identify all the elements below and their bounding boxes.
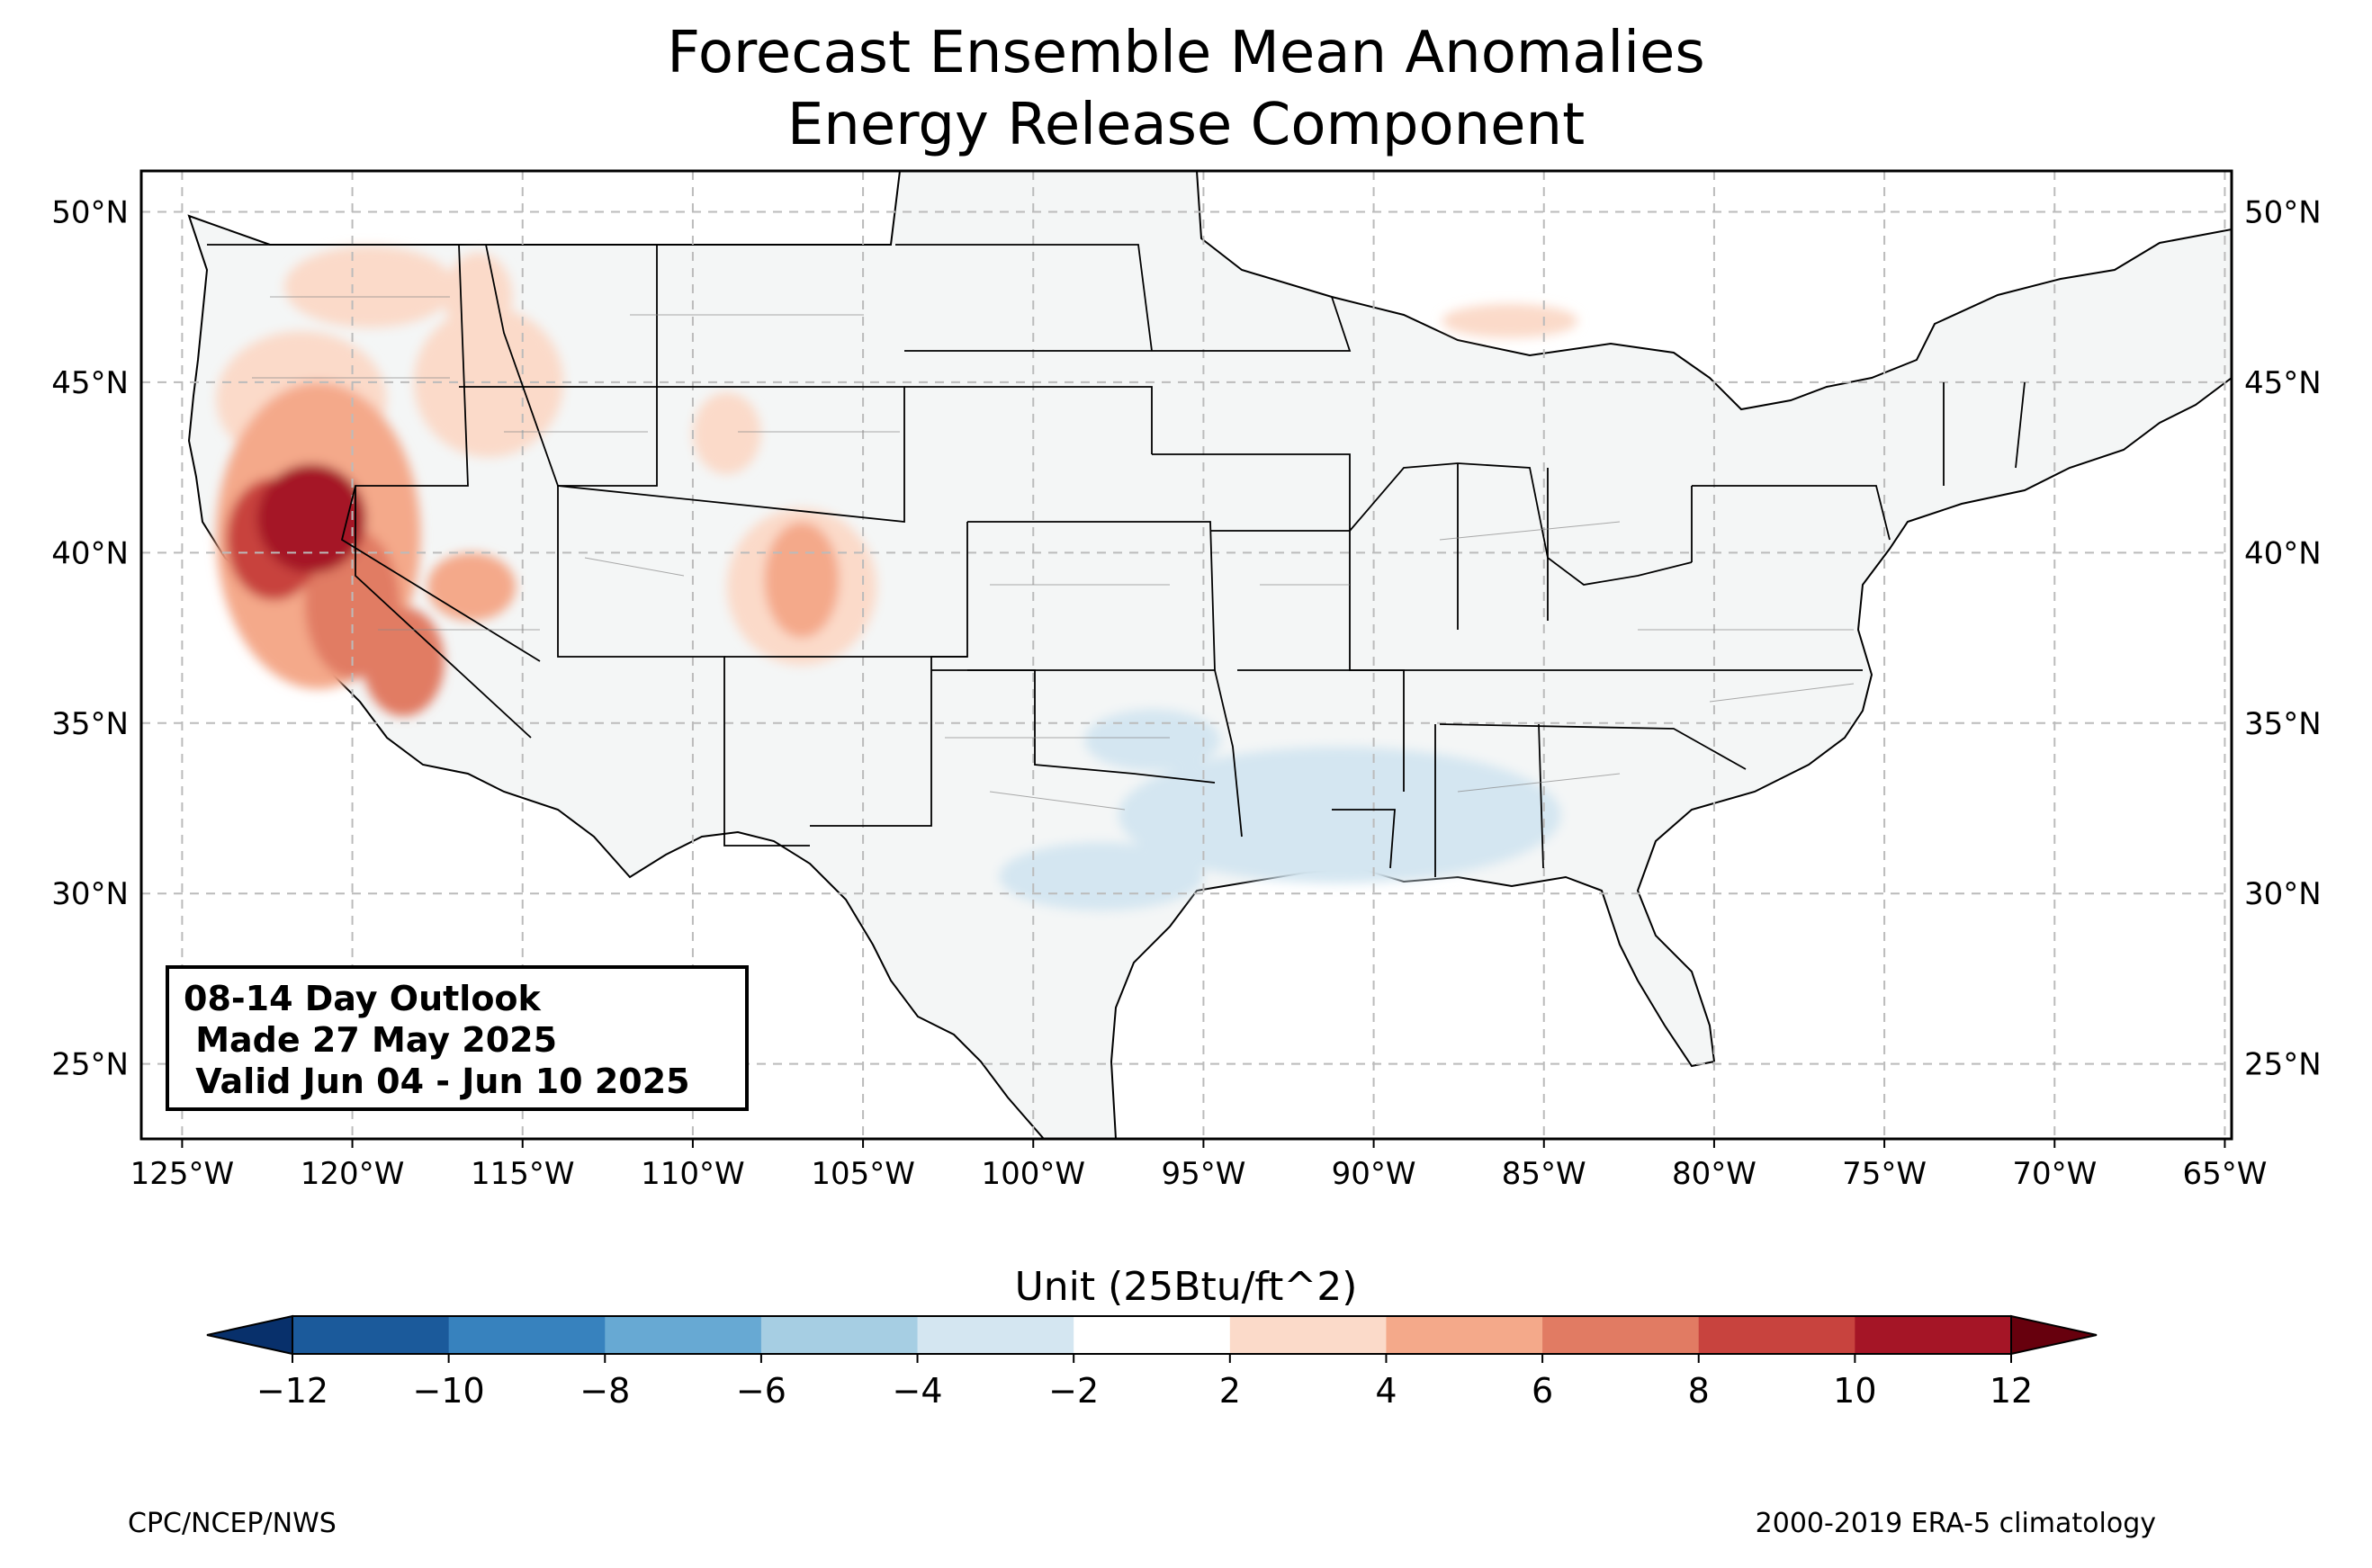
lat-tick-label-right: 35°N [2244, 706, 2322, 742]
colorbar-segment [1542, 1316, 1700, 1354]
lat-tick-label-left: 40°N [51, 535, 129, 571]
colorbar-tick-label: 4 [1375, 1371, 1397, 1411]
outlook-info-box: 08-14 Day Outlook Made 27 May 2025 Valid… [166, 965, 749, 1111]
colorbar-tick-label: 8 [1688, 1371, 1710, 1411]
lon-tick-label: 115°W [471, 1156, 575, 1192]
colorbar-extend-high [2010, 1314, 2098, 1356]
footer-source: CPC/NCEP/NWS [128, 1508, 337, 1539]
colorbar-segment [1698, 1316, 1855, 1354]
footer-climatology: 2000-2019 ERA-5 climatology [1755, 1508, 2156, 1539]
colorbar-segment [917, 1316, 1074, 1354]
lat-tick-label-right: 45°N [2244, 365, 2322, 401]
colorbar-segment [760, 1316, 919, 1354]
colorbar-frame [292, 1315, 2012, 1355]
colorbar-tick-label: −8 [580, 1371, 630, 1411]
colorbar-tick-label: 6 [1532, 1371, 1553, 1411]
colorbar-segment [1074, 1316, 1231, 1354]
anomaly-fill-layer [216, 246, 1578, 911]
colorbar-segment [292, 1316, 450, 1354]
lon-tick-label: 125°W [130, 1156, 235, 1192]
colorbar-extend-low [206, 1314, 293, 1356]
colorbar-tick-label: 12 [1990, 1371, 2033, 1411]
anomaly-region-michigan-upper [1442, 303, 1578, 338]
lon-tick-label: 110°W [641, 1156, 745, 1192]
outlook-made-date: Made 27 May 2025 [184, 1020, 558, 1060]
state-boundaries [207, 244, 2026, 877]
anomaly-region-colorado-west [764, 522, 840, 639]
lat-tick-label-left: 50°N [51, 194, 129, 230]
colorbar-tick-label: −6 [736, 1371, 786, 1411]
colorbar-tick-label: −2 [1048, 1371, 1099, 1411]
colorbar-tick-label: 2 [1219, 1371, 1241, 1411]
lon-tick-label: 75°W [1842, 1156, 1927, 1192]
lat-tick-label-left: 25°N [51, 1047, 129, 1083]
lon-tick-label: 120°W [301, 1156, 405, 1192]
map-frame [139, 169, 2233, 1141]
lat-tick-label-left: 35°N [51, 706, 129, 742]
colorbar-tick-label: −10 [413, 1371, 485, 1411]
lon-tick-label: 105°W [811, 1156, 915, 1192]
colorbar-tick-label: 10 [1833, 1371, 1876, 1411]
lon-tick-label: 100°W [981, 1156, 1085, 1192]
lon-tick-label: 65°W [2182, 1156, 2267, 1192]
county-lines [252, 296, 1855, 811]
anomaly-region-oklahoma-south [1083, 709, 1221, 771]
anomaly-region-texas-south [999, 842, 1204, 911]
colorbar-label: Unit (25Btu/ft^2) [1014, 1264, 1358, 1310]
lat-tick-label-right: 40°N [2244, 535, 2322, 571]
chart-title-line-2: Energy Release Component [786, 92, 1586, 158]
colorbar-tick-label: −12 [256, 1371, 328, 1411]
lon-tick-label: 80°W [1672, 1156, 1757, 1192]
map-axis-labels: 125°W 120°W 115°W 110°W 105°W 100°W 95°W 90°W 85… [51, 194, 2321, 1192]
lat-tick-label-left: 45°N [51, 365, 129, 401]
lat-tick-label-right: 30°N [2244, 876, 2322, 912]
outlook-title: 08-14 Day Outlook [184, 979, 541, 1018]
anomaly-region-wyoming-west [692, 392, 761, 475]
lon-tick-label: 90°W [1332, 1156, 1416, 1192]
anomaly-region-washington [283, 246, 455, 328]
colorbar-segment [1386, 1316, 1543, 1354]
outlook-valid-range: Valid Jun 04 - Jun 10 2025 [184, 1062, 690, 1101]
lon-tick-label: 85°W [1502, 1156, 1586, 1192]
colorbar-segment [1855, 1316, 2012, 1354]
colorbar-segment [1229, 1316, 1387, 1354]
anomaly-region-lower-mississippi [1305, 781, 1510, 870]
lon-tick-label: 70°W [2012, 1156, 2097, 1192]
colorbar-segment [605, 1316, 762, 1354]
colorbar-segment [448, 1316, 606, 1354]
colorbar-tick-label: −4 [893, 1371, 943, 1411]
lat-tick-label-right: 25°N [2244, 1047, 2322, 1083]
anomaly-region-nevada-central [427, 552, 517, 622]
map-gridlines [141, 171, 2232, 1139]
lat-tick-label-left: 30°N [51, 876, 129, 912]
chart-title-line-1: Forecast Ensemble Mean Anomalies [667, 20, 1705, 86]
colorbar: −12 −10 −8 −6 −4 −2 2 4 6 8 10 12 [206, 1314, 2098, 1411]
lon-tick-label: 95°W [1161, 1156, 1245, 1192]
anomaly-region-california-nevada-core [256, 463, 366, 574]
lat-tick-label-right: 50°N [2244, 194, 2322, 230]
